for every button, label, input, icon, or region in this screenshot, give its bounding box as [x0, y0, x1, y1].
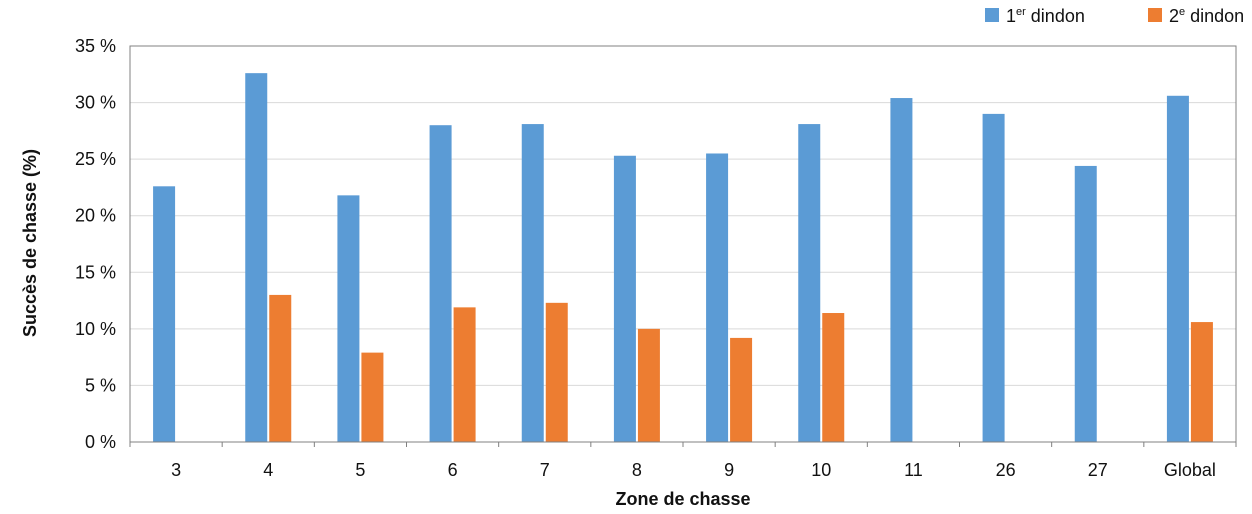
x-tick-label: 8 — [632, 460, 642, 480]
y-tick-label: 10 % — [75, 319, 116, 339]
y-tick-label: 35 % — [75, 36, 116, 56]
x-tick-label: 3 — [171, 460, 181, 480]
bar-second-turkey — [637, 328, 660, 442]
bar-first-turkey — [521, 124, 544, 442]
x-tick-label: 9 — [724, 460, 734, 480]
x-tick-label: 27 — [1088, 460, 1108, 480]
x-tick-label: 10 — [811, 460, 831, 480]
x-tick-label: 7 — [540, 460, 550, 480]
legend-swatch — [985, 8, 999, 22]
bar-first-turkey — [706, 153, 729, 442]
x-tick-label: 4 — [263, 460, 273, 480]
bar-second-turkey — [1190, 322, 1213, 442]
y-axis-title: Succès de chasse (%) — [20, 149, 40, 337]
y-tick-label: 0 % — [85, 432, 116, 452]
bar-first-turkey — [337, 195, 360, 442]
bar-second-turkey — [361, 352, 384, 442]
x-tick-label: 6 — [448, 460, 458, 480]
bar-second-turkey — [822, 313, 845, 442]
bar-second-turkey — [269, 294, 292, 442]
gridlines — [130, 45, 1236, 386]
y-tick-label: 20 % — [75, 206, 116, 226]
x-tick-label: 5 — [355, 460, 365, 480]
bar-first-turkey — [245, 73, 268, 442]
y-tick-label: 30 % — [75, 93, 116, 113]
bar-first-turkey — [1074, 165, 1097, 442]
bar-first-turkey — [153, 186, 176, 442]
bar-first-turkey — [1166, 95, 1189, 442]
plot-area-frame — [129, 45, 1237, 443]
bar-second-turkey — [730, 337, 753, 442]
bars-group — [153, 73, 1213, 442]
legend-label: 1er dindon — [1006, 6, 1085, 26]
y-tick-label: 25 % — [75, 149, 116, 169]
x-tick-label: 26 — [996, 460, 1016, 480]
bar-second-turkey — [545, 302, 568, 442]
x-tick-label: Global — [1164, 460, 1216, 480]
y-tick-label: 15 % — [75, 262, 116, 282]
legend: 1er dindon 2e dindon — [985, 6, 1244, 26]
legend-swatch — [1148, 8, 1162, 22]
bar-first-turkey — [982, 113, 1005, 442]
y-tick-label: 5 % — [85, 375, 116, 395]
bar-first-turkey — [613, 155, 636, 442]
bar-second-turkey — [453, 307, 476, 442]
bar-first-turkey — [429, 125, 452, 442]
x-tick-label: 11 — [904, 460, 923, 480]
axes-group: 0 % 5 % 10 % 15 % 20 % 25 % 30 % 35 % 3 4 5 6 7 8 9 10 1… — [75, 36, 1237, 480]
bar-first-turkey — [890, 98, 913, 442]
bar-first-turkey — [798, 124, 821, 442]
legend-label: 2e dindon — [1169, 6, 1244, 26]
x-axis-title: Zone de chasse — [615, 489, 750, 509]
